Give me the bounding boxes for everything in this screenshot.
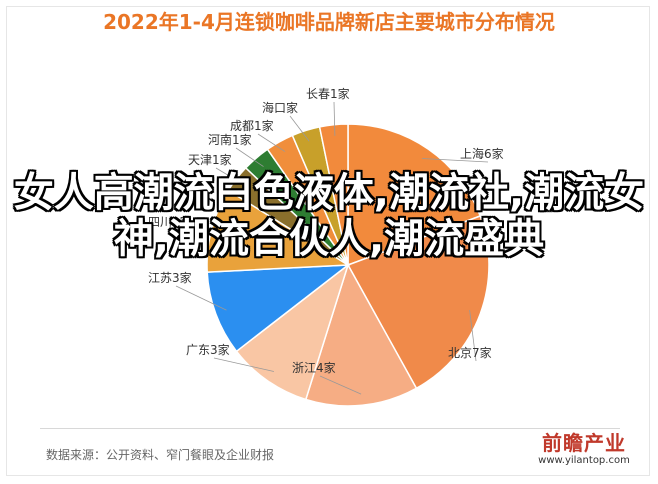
slice-label-10: 海口家 xyxy=(262,100,298,115)
slice-label-3: 浙江4家 xyxy=(292,360,336,375)
leader-line-3 xyxy=(319,375,362,395)
slice-label-5: 江苏3家 xyxy=(148,270,192,285)
pie-slice-5 xyxy=(206,264,351,353)
slice-label-6: 四川3家 xyxy=(148,214,192,229)
pie-slice-2 xyxy=(346,215,490,390)
slice-label-2: 北京7家 xyxy=(448,345,492,360)
slice-label-9: 成都1家 xyxy=(230,118,274,133)
slice-label-4: 广东3家 xyxy=(186,342,230,357)
leader-lines xyxy=(175,101,489,395)
chart-title: 2022年1-4月连锁咖啡品牌新店主要城市分布情况 xyxy=(103,10,555,34)
leader-line-7 xyxy=(215,167,246,186)
leader-line-10 xyxy=(289,115,310,142)
pie-slice-4 xyxy=(235,262,350,401)
leader-line-1 xyxy=(422,158,489,163)
pie-slice-1 xyxy=(347,123,482,267)
pie-slices xyxy=(206,123,490,407)
brand-logo: 前瞻产业 www.yilantop.com xyxy=(530,432,638,468)
slice-label-1: 上海6家 xyxy=(460,146,504,161)
leader-line-11 xyxy=(333,101,336,136)
leader-line-8 xyxy=(235,147,264,167)
slice-label-7: 天津1家 xyxy=(188,152,232,167)
leader-line-9 xyxy=(257,133,286,152)
leader-line-6 xyxy=(175,229,223,233)
data-source: 数据来源：公开资料、窄门餐眼及企业财报 xyxy=(46,448,275,462)
pie-slice-3 xyxy=(304,263,418,407)
pie-slice-11 xyxy=(318,123,349,266)
overlay-text: 女人高潮流白色液体,潮流社,潮流女神,潮流合伙人,潮流盛典 xyxy=(13,170,645,262)
logo-text: 前瞻产业 xyxy=(542,431,626,455)
pie-slice-6 xyxy=(206,189,351,273)
logo-url: www.yilantop.com xyxy=(538,455,630,466)
leader-line-2 xyxy=(469,310,477,362)
leader-line-4 xyxy=(213,357,274,372)
slice-label-11: 长春1家 xyxy=(306,86,350,101)
footer-divider xyxy=(40,428,620,429)
leader-line-5 xyxy=(175,285,227,311)
slice-label-8: 河南1家 xyxy=(208,132,252,147)
